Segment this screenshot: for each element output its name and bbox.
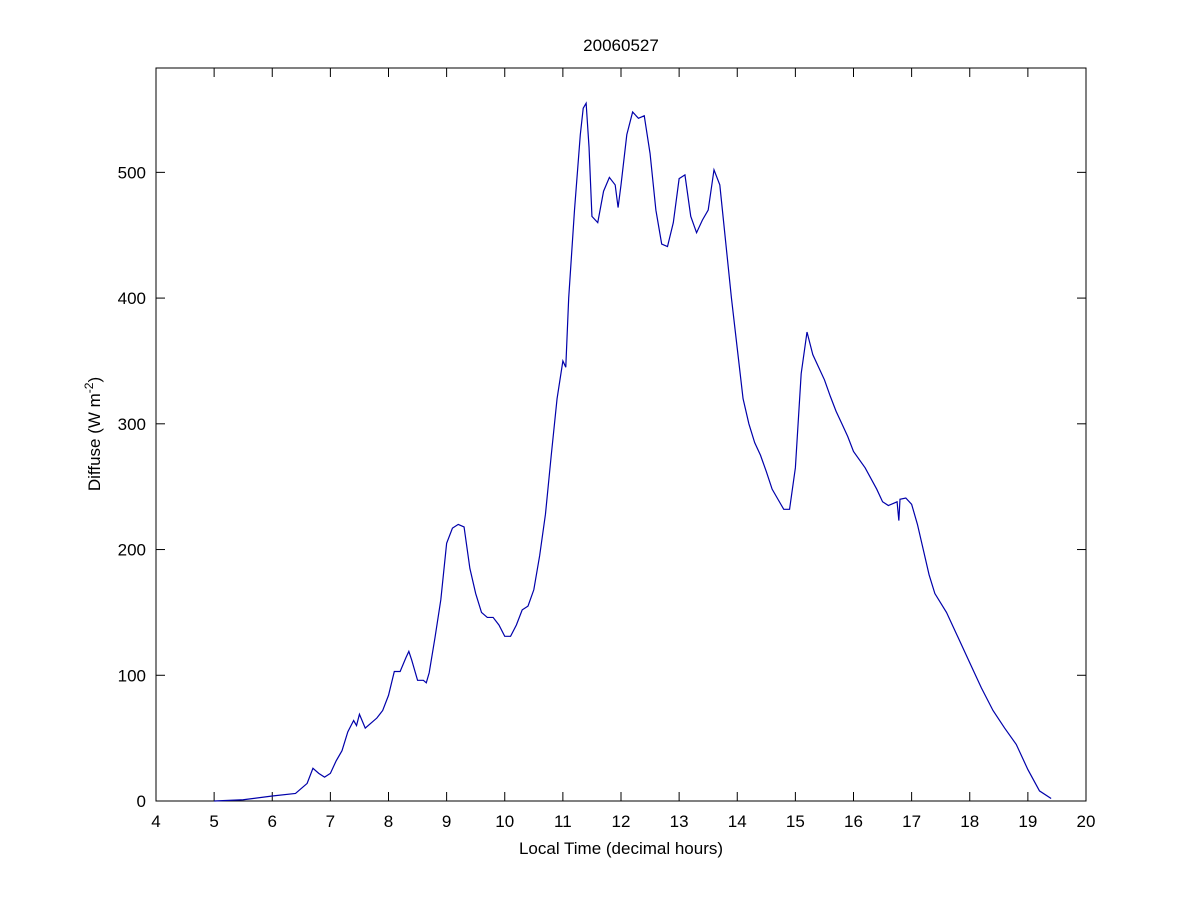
- x-tick-label: 18: [960, 812, 979, 831]
- x-tick-label: 4: [151, 812, 160, 831]
- y-axis-label: Diffuse (W m-2): [82, 377, 104, 491]
- x-tick-label: 16: [844, 812, 863, 831]
- x-tick-label: 19: [1018, 812, 1037, 831]
- y-axis-label-end: ): [85, 377, 104, 383]
- y-tick-label: 100: [118, 666, 146, 685]
- x-tick-label: 14: [728, 812, 747, 831]
- y-axis-label-text: Diffuse (W m: [85, 393, 104, 491]
- x-tick-label: 13: [670, 812, 689, 831]
- x-tick-label: 9: [442, 812, 451, 831]
- plot-area: [155, 67, 1087, 802]
- y-tick-label: 300: [118, 415, 146, 434]
- x-tick-label: 5: [209, 812, 218, 831]
- x-tick-label: 11: [554, 812, 572, 831]
- x-tick-label: 6: [268, 812, 277, 831]
- x-axis-label: Local Time (decimal hours): [519, 839, 723, 858]
- x-tick-label: 10: [495, 812, 514, 831]
- data-line: [214, 101, 1052, 802]
- x-tick-label: 7: [326, 812, 335, 831]
- y-tick-label: 400: [118, 289, 146, 308]
- y-tick-label: 200: [118, 541, 146, 560]
- x-tick-label: 15: [786, 812, 805, 831]
- x-tick-label: 17: [902, 812, 921, 831]
- x-tick-label: 8: [384, 812, 393, 831]
- x-tick-label: 20: [1077, 812, 1096, 831]
- y-tick-label: 500: [118, 163, 146, 182]
- y-axis-label-sup: -2: [82, 382, 96, 393]
- x-tick-label: 12: [612, 812, 631, 831]
- chart-title: 20060527: [583, 36, 659, 55]
- y-tick-label: 0: [137, 792, 146, 811]
